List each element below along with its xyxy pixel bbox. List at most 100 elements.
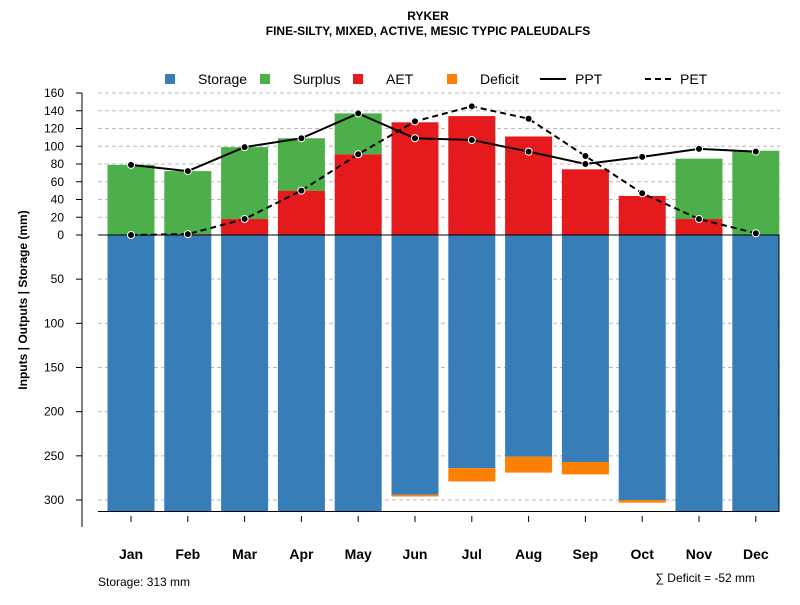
aet-bar (618, 195, 666, 235)
deficit-bar (448, 468, 496, 482)
x-tick-label: Mar (232, 546, 257, 562)
storage-bar (448, 235, 496, 469)
pet-point (297, 186, 306, 195)
pet-point (183, 230, 192, 239)
storage-bar (221, 235, 269, 512)
storage-bar (391, 235, 439, 495)
y-tick-label: 100 (44, 316, 64, 330)
legend-pet-label: PET (680, 71, 708, 87)
x-tick-label: Sep (573, 546, 599, 562)
storage-bar (277, 235, 325, 512)
legend-storage-swatch (165, 74, 175, 84)
surplus-bar (732, 150, 780, 235)
legend-surplus-swatch (260, 74, 270, 84)
storage-bar (618, 235, 666, 500)
ppt-point (638, 152, 647, 161)
storage-annotation: Storage: 313 mm (98, 575, 190, 589)
pet-point (127, 231, 135, 239)
ppt-point (127, 160, 135, 169)
y-tick-label: 40 (51, 193, 65, 207)
y-tick-label: 150 (44, 361, 64, 375)
storage-bar (732, 235, 780, 512)
storage-bar (561, 235, 609, 463)
legend-storage-label: Storage (198, 71, 247, 87)
surplus-bar (221, 147, 269, 220)
deficit-bar (505, 456, 553, 473)
ppt-point (183, 167, 192, 176)
y-tick-label: 250 (44, 449, 64, 463)
x-tick-label: Dec (743, 546, 769, 562)
surplus-bar (277, 138, 325, 191)
pet-point (411, 117, 419, 126)
aet-bar (448, 116, 496, 235)
y-tick-label: 160 (44, 86, 64, 100)
pet-point (638, 189, 647, 198)
chart-subtitle: FINE-SILTY, MIXED, ACTIVE, MESIC TYPIC P… (266, 24, 590, 38)
legend-deficit-label: Deficit (480, 71, 519, 87)
pet-line (130, 105, 757, 236)
storage-bar (164, 235, 212, 512)
x-tick-label: Jul (462, 546, 482, 562)
y-tick-label: 20 (51, 210, 65, 224)
y-tick-label: 80 (51, 157, 65, 171)
pet-point (524, 114, 533, 123)
x-tick-label: Oct (631, 546, 655, 562)
y-tick-label: 120 (44, 122, 64, 136)
pet-point (695, 215, 703, 224)
y-axis-label: Inputs | Outputs | Storage (mm) (16, 210, 30, 389)
pet-point (581, 152, 590, 161)
pet-point (467, 102, 476, 111)
legend-deficit-swatch (447, 74, 457, 84)
x-tick-label: Aug (515, 546, 542, 562)
legend-surplus-label: Surplus (293, 71, 340, 87)
deficit-bar (391, 494, 439, 497)
ppt-point (524, 147, 533, 156)
surplus-bar (675, 158, 723, 220)
ppt-point (467, 136, 476, 145)
x-tick-label: Nov (686, 546, 713, 562)
storage-bar (107, 235, 155, 512)
ppt-point (354, 109, 363, 118)
y-tick-label: 0 (57, 228, 64, 242)
x-tick-label: Jun (403, 546, 428, 562)
legend-ppt-label: PPT (575, 71, 603, 87)
aet-bar (675, 219, 723, 235)
pet-point (240, 215, 249, 224)
y-tick-label: 140 (44, 104, 64, 118)
ppt-point (240, 143, 249, 152)
y-tick-label: 60 (51, 175, 65, 189)
surplus-bar (164, 171, 212, 235)
ppt-point (751, 147, 760, 156)
storage-bar (505, 235, 553, 457)
chart-title: RYKER (407, 9, 449, 23)
y-tick-label: 50 (51, 272, 65, 286)
deficit-bar (561, 462, 609, 475)
aet-bar (334, 154, 382, 235)
y-tick-label: 200 (44, 405, 64, 419)
aet-bar (561, 169, 609, 235)
pet-point (751, 229, 760, 238)
deficit-bar (618, 500, 666, 503)
aet-bar (277, 190, 325, 235)
ppt-point (297, 134, 306, 143)
storage-bar (675, 235, 723, 512)
ppt-point (411, 134, 419, 143)
pet-point (354, 150, 363, 159)
ppt-line (130, 112, 756, 173)
y-tick-label: 300 (44, 493, 64, 507)
legend-aet-swatch (353, 74, 363, 84)
x-tick-label: Feb (175, 546, 200, 562)
x-tick-label: Apr (289, 546, 314, 562)
ppt-point (695, 144, 703, 153)
x-tick-label: May (345, 546, 372, 562)
legend-aet-label: AET (386, 71, 414, 87)
ppt-point (581, 160, 590, 168)
surplus-bar (107, 164, 155, 235)
storage-frame (98, 234, 780, 512)
deficit-annotation: ∑ Deficit = -52 mm (655, 571, 755, 585)
x-tick-label: Jan (119, 546, 143, 562)
y-tick-label: 100 (44, 139, 64, 153)
storage-bar (334, 235, 382, 512)
